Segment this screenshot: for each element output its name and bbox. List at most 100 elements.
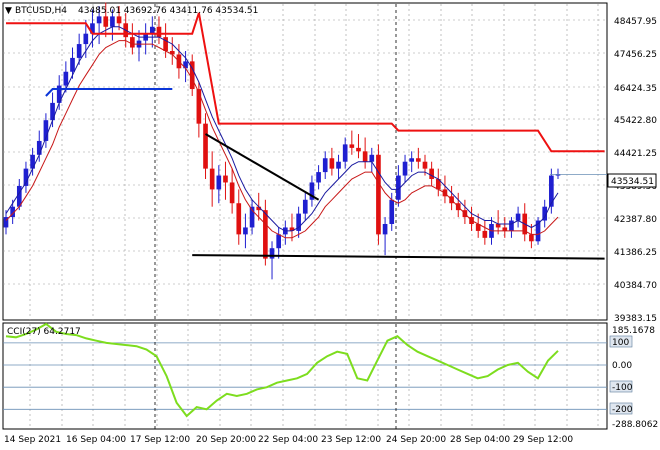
candle-body [16, 185, 22, 207]
candle-body [349, 144, 355, 148]
candle-body [342, 144, 348, 162]
candle-body [236, 203, 242, 235]
candle-body [336, 161, 341, 169]
drawn-lines [6, 12, 607, 260]
candle-body [43, 120, 49, 141]
candle-body [409, 158, 415, 162]
time-label: 24 Sep 20:00 [386, 435, 446, 445]
candle-body [555, 174, 561, 176]
short-support-line [45, 88, 173, 97]
candle-body [515, 213, 521, 221]
ma-fast-line [5, 26, 559, 232]
moving-averages [5, 26, 559, 239]
candle-body [509, 220, 514, 231]
candle-body [70, 57, 75, 72]
candle-body [376, 154, 381, 235]
candle-body [382, 223, 388, 235]
candle-body [36, 140, 42, 155]
main-panel-frame [2, 2, 608, 321]
candle-body [203, 123, 208, 169]
cci-line-group [5, 322, 559, 418]
chart-symbol: BTCUSD,H4 [15, 6, 67, 16]
price-tick: 41386.25 [614, 248, 657, 258]
candle-body [50, 102, 55, 121]
indicator-panel-frame [2, 322, 608, 430]
cci-level-tag-minus-200: -200 [609, 402, 633, 415]
candle-body [110, 16, 115, 27]
time-label: 23 Sep 12:00 [321, 435, 381, 445]
time-label: 16 Sep 04:00 [66, 435, 126, 445]
candle-body [429, 168, 434, 180]
price-tick: 40384.70 [614, 281, 657, 291]
candle-body [269, 248, 275, 259]
candle-body [63, 71, 69, 86]
time-label: 28 Sep 04:00 [450, 435, 510, 445]
current-price-label: 43534.51 [611, 177, 654, 187]
time-axis: 14 Sep 2021 16 Sep 04:00 17 Sep 12:00 20… [4, 435, 573, 445]
cci-level-tag-100: 100 [609, 335, 633, 348]
cci-level-label: 100 [612, 338, 629, 348]
candle-body [149, 26, 155, 34]
collapse-triangle-icon[interactable]: ▼ [5, 6, 12, 16]
candle-body [329, 158, 335, 169]
cci-label: CCI(27) 64.2717 [7, 327, 81, 337]
candles-group [3, 2, 561, 280]
cci-top-value: 185.1678 [612, 326, 655, 336]
candle-body [296, 213, 301, 231]
candle-body [196, 89, 202, 124]
candle-body [396, 175, 401, 200]
time-label: 22 Sep 04:00 [258, 435, 318, 445]
price-tick: 47456.25 [614, 50, 657, 60]
session-separators [154, 4, 397, 429]
cci-level-label: 0.00 [612, 361, 632, 371]
candle-body [549, 175, 554, 207]
cci-line [5, 322, 559, 418]
candle-body [362, 151, 368, 162]
candle-body [223, 175, 228, 183]
support-line [192, 254, 605, 260]
price-tick: 45422.80 [614, 116, 657, 126]
time-label: 20 Sep 20:00 [196, 435, 256, 445]
candle-body [482, 230, 488, 238]
price-tick: 48457.95 [614, 17, 657, 27]
cci-bottom-value: -288.8062 [612, 420, 658, 430]
candle-body [422, 161, 428, 169]
cci-level-label: -200 [612, 405, 633, 415]
ma-slow-line [5, 40, 559, 239]
candle-body [130, 37, 135, 48]
candle-body [103, 16, 109, 27]
candle-body [23, 168, 29, 186]
candle-body [263, 210, 268, 259]
candle-body [169, 50, 175, 55]
candle-body [435, 179, 441, 190]
trend-line [204, 133, 320, 201]
candle-body [542, 206, 548, 221]
price-tick: 42387.80 [614, 215, 657, 225]
candle-body [402, 161, 408, 176]
candle-body [243, 227, 248, 235]
candle-body [416, 158, 421, 162]
candle-body [535, 220, 541, 242]
candle-body [322, 158, 328, 173]
chart-ohlc: 43485.01 43692.76 43411.76 43534.51 [78, 6, 258, 16]
price-tick: 44421.25 [614, 149, 657, 159]
candle-body [529, 234, 534, 242]
price-tick: 46424.35 [614, 84, 657, 94]
price-tick: 39383.15 [614, 314, 657, 324]
time-label: 29 Sep 12:00 [513, 435, 573, 445]
price-axis: 48457.95 47456.25 46424.35 45422.80 4442… [614, 17, 657, 324]
candle-body [302, 199, 308, 214]
candle-body [229, 182, 235, 204]
candle-body [495, 223, 501, 228]
candle-body [209, 168, 215, 190]
candle-body [502, 227, 508, 231]
candle-body [249, 206, 255, 228]
candle-body [216, 175, 222, 190]
time-label: 14 Sep 2021 [4, 435, 61, 445]
candle-body [163, 37, 168, 51]
candle-body [316, 172, 321, 183]
candle-body [3, 217, 9, 228]
cci-level-label: -100 [612, 383, 633, 393]
candle-body [90, 23, 95, 34]
